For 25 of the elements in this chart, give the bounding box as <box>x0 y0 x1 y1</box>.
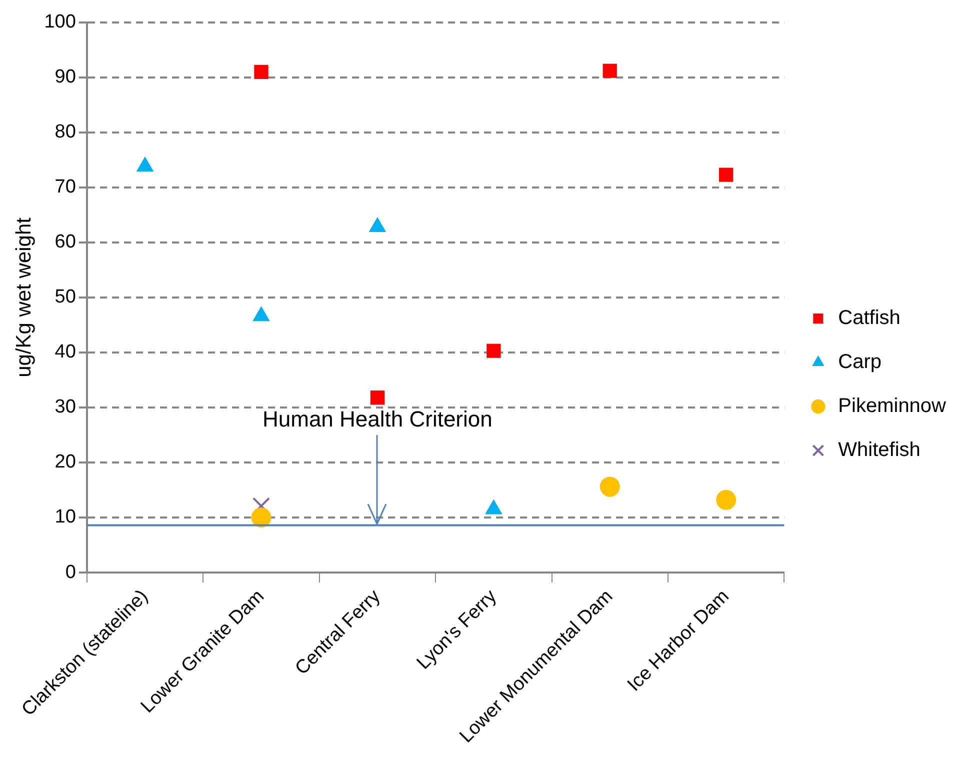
point <box>602 64 617 78</box>
y-tick-label: 70 <box>54 176 76 198</box>
annotation: Human Health Criterion <box>262 406 492 432</box>
y-tick-label: 30 <box>54 396 76 418</box>
y-tick-label: 50 <box>54 286 76 308</box>
point <box>251 508 272 528</box>
y-tick-label: 60 <box>54 232 76 253</box>
y-tick-label: 40 <box>54 342 76 363</box>
point <box>370 390 385 405</box>
point <box>719 168 734 182</box>
y-tick-label: 20 <box>54 452 76 473</box>
y-axis-title: ug/Kg wet weight <box>12 217 36 378</box>
point <box>486 344 501 358</box>
y-tick-label: 0 <box>65 562 76 583</box>
point <box>600 476 620 497</box>
point <box>254 64 268 79</box>
legend-label: Whitefish <box>838 439 920 462</box>
y-tick-label: 100 <box>44 12 76 33</box>
point <box>716 490 736 510</box>
legend-label: Catfish <box>838 307 900 330</box>
y-tick-label: 90 <box>54 66 76 88</box>
y-tick-label: 10 <box>54 506 76 528</box>
y-tick-label: 80 <box>54 122 76 143</box>
legend-label: Carp <box>838 351 882 374</box>
legend-label: Pikeminnow <box>838 395 947 418</box>
